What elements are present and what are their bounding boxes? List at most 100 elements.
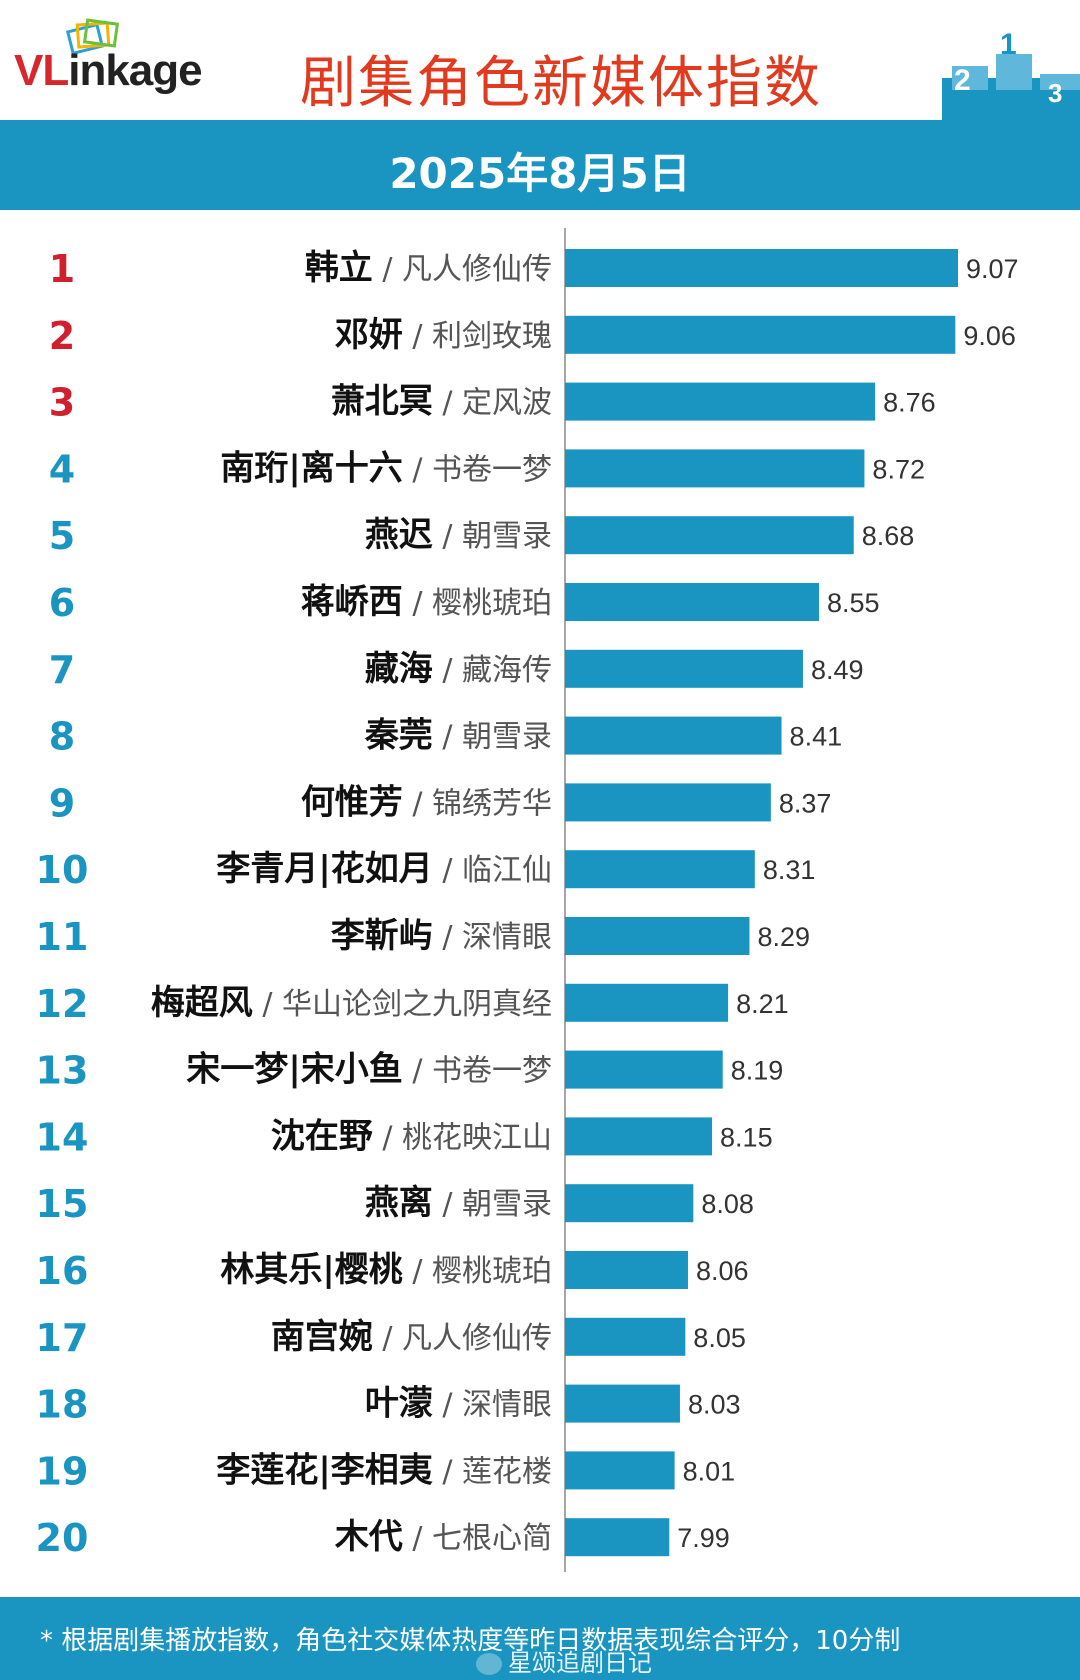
character-name: 李莲花|李相夷 bbox=[216, 1450, 432, 1490]
rank-number: 15 bbox=[36, 1182, 89, 1226]
bar bbox=[565, 249, 958, 287]
rank-number: 14 bbox=[36, 1115, 89, 1159]
rank-number: 19 bbox=[36, 1449, 89, 1493]
podium-number-3: 3 bbox=[1048, 78, 1062, 108]
character-name: 邓妍 bbox=[335, 315, 403, 355]
rank-number: 4 bbox=[49, 447, 75, 491]
bar bbox=[565, 1451, 675, 1490]
rank-number: 6 bbox=[49, 581, 75, 625]
drama-title: / 深情眼 bbox=[433, 1388, 552, 1423]
rank-number: 1 bbox=[49, 247, 75, 291]
value-label: 8.55 bbox=[827, 588, 880, 618]
character-name: 林其乐|樱桃 bbox=[220, 1250, 402, 1290]
value-label: 8.72 bbox=[872, 454, 925, 484]
podium-icon: 2 1 3 bbox=[942, 28, 1080, 120]
character-name: 藏海 bbox=[365, 649, 433, 689]
character-name: 何惟芳 bbox=[301, 782, 403, 822]
drama-title: / 朝雪录 bbox=[433, 720, 552, 755]
rank-number: 5 bbox=[49, 514, 75, 558]
rank-number: 18 bbox=[36, 1383, 89, 1427]
row-label: 南珩|离十六 / 书卷一梦 bbox=[220, 448, 552, 488]
drama-title: / 七根心简 bbox=[403, 1521, 552, 1556]
bar bbox=[565, 1518, 670, 1557]
character-name: 叶濛 bbox=[365, 1384, 433, 1424]
character-name: 燕迟 bbox=[365, 515, 433, 555]
bar bbox=[565, 1317, 686, 1356]
row-label: 李莲花|李相夷 / 莲花楼 bbox=[216, 1450, 552, 1490]
rank-number: 17 bbox=[36, 1316, 89, 1360]
row-label: 叶濛 / 深情眼 bbox=[365, 1384, 552, 1424]
character-name: 李靳屿 bbox=[331, 916, 433, 956]
value-label: 8.76 bbox=[883, 388, 936, 418]
bar bbox=[565, 716, 782, 755]
value-label: 9.07 bbox=[966, 254, 1019, 284]
drama-title: / 定风波 bbox=[433, 386, 552, 421]
drama-title: / 莲花楼 bbox=[433, 1454, 552, 1489]
row-label: 宋一梦|宋小鱼 / 书卷一梦 bbox=[186, 1050, 552, 1090]
bar bbox=[565, 917, 750, 955]
bar bbox=[565, 516, 854, 555]
bar bbox=[565, 850, 755, 889]
drama-title: / 桃花映江山 bbox=[373, 1120, 552, 1155]
watermark-text: 星颂追剧日记 bbox=[508, 1649, 652, 1677]
value-label: 8.31 bbox=[763, 855, 816, 885]
drama-title: / 朝雪录 bbox=[433, 519, 552, 554]
rank-number: 9 bbox=[49, 781, 75, 825]
character-name: 韩立 bbox=[305, 248, 373, 288]
drama-title: / 锦绣芳华 bbox=[403, 786, 552, 821]
drama-title: / 书卷一梦 bbox=[403, 1054, 552, 1089]
row-label: 梅超风 / 华山论剑之九阴真经 bbox=[151, 983, 552, 1023]
value-label: 8.08 bbox=[701, 1189, 754, 1219]
rank-number: 16 bbox=[36, 1249, 89, 1293]
rank-number: 10 bbox=[36, 848, 89, 892]
character-name: 蒋峤西 bbox=[301, 582, 403, 622]
rank-number: 13 bbox=[36, 1049, 89, 1093]
row-label: 燕迟 / 朝雪录 bbox=[365, 515, 552, 555]
drama-title: / 凡人修仙传 bbox=[373, 252, 552, 287]
bar bbox=[565, 1384, 680, 1423]
drama-title: / 利剑玫瑰 bbox=[403, 319, 552, 354]
bar bbox=[565, 449, 865, 488]
value-label: 8.01 bbox=[683, 1456, 736, 1486]
value-label: 8.21 bbox=[736, 989, 789, 1019]
row-label: 韩立 / 凡人修仙传 bbox=[305, 248, 552, 288]
character-name: 沈在野 bbox=[271, 1116, 373, 1156]
value-label: 8.15 bbox=[720, 1122, 773, 1152]
row-label: 萧北冥 / 定风波 bbox=[331, 382, 552, 422]
drama-title: / 临江仙 bbox=[433, 853, 552, 888]
rank-number: 20 bbox=[36, 1516, 89, 1560]
header: VLinkage 剧集角色新媒体指数 2 1 3 bbox=[0, 0, 1080, 120]
character-name: 李青月|花如月 bbox=[216, 849, 432, 889]
bar bbox=[565, 583, 819, 621]
row-label: 林其乐|樱桃 / 樱桃琥珀 bbox=[220, 1250, 552, 1290]
bar bbox=[565, 983, 729, 1022]
date-band bbox=[0, 120, 1080, 210]
value-label: 8.06 bbox=[696, 1256, 749, 1286]
weibo-icon bbox=[476, 1653, 502, 1675]
bar bbox=[565, 649, 803, 688]
character-name: 宋一梦|宋小鱼 bbox=[186, 1050, 402, 1090]
character-name: 木代 bbox=[334, 1517, 403, 1557]
rank-number: 12 bbox=[36, 982, 89, 1026]
rank-number: 7 bbox=[49, 648, 75, 692]
drama-title: / 书卷一梦 bbox=[403, 452, 552, 487]
row-label: 邓妍 / 利剑玫瑰 bbox=[335, 315, 552, 355]
row-label: 李青月|花如月 / 临江仙 bbox=[216, 849, 552, 889]
footer-note: * 根据剧集播放指数，角色社交媒体热度等昨日数据表现综合评分，10分制 bbox=[40, 1626, 901, 1656]
rank-number: 11 bbox=[36, 915, 89, 959]
character-name: 萧北冥 bbox=[331, 382, 433, 422]
row-label: 木代 / 七根心简 bbox=[334, 1517, 552, 1557]
podium-number-1: 1 bbox=[1000, 28, 1017, 61]
row-label: 蒋峤西 / 樱桃琥珀 bbox=[301, 582, 552, 622]
value-label: 8.49 bbox=[811, 655, 864, 685]
bar bbox=[565, 382, 876, 421]
row-label: 南宫婉 / 凡人修仙传 bbox=[271, 1317, 552, 1357]
row-label: 藏海 / 藏海传 bbox=[365, 649, 552, 689]
bar bbox=[565, 315, 956, 354]
value-label: 8.37 bbox=[779, 788, 832, 818]
drama-title: / 樱桃琥珀 bbox=[403, 586, 552, 621]
drama-title: / 樱桃琥珀 bbox=[403, 1254, 552, 1289]
drama-title: / 朝雪录 bbox=[433, 1187, 552, 1222]
bar bbox=[565, 1184, 694, 1223]
value-label: 8.41 bbox=[790, 722, 843, 752]
